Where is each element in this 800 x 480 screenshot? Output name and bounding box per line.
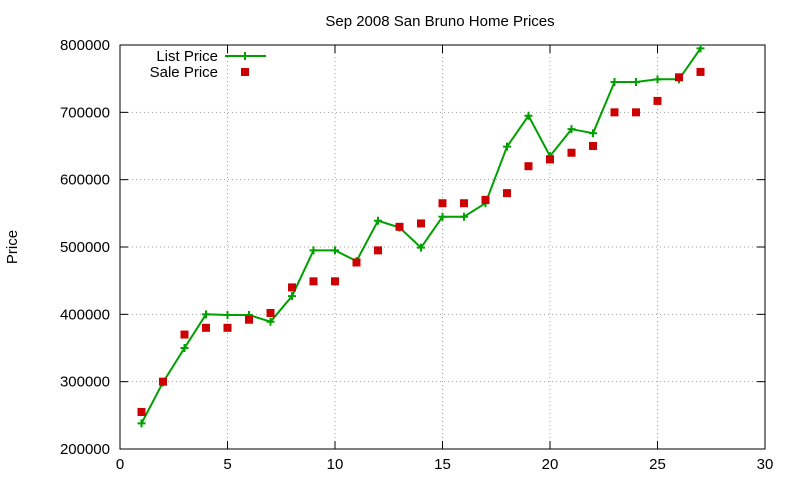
list-price-point <box>223 311 232 320</box>
sale-price-point <box>481 195 490 204</box>
sale-price-point <box>589 142 597 150</box>
sale-price-point <box>159 377 167 386</box>
x-tick-label: 10 <box>327 456 344 473</box>
list-price-point <box>374 216 382 225</box>
sale-price-point <box>460 199 468 208</box>
sale-price-point <box>675 73 683 82</box>
sale-price-point <box>524 162 533 171</box>
list-price-point <box>524 111 533 120</box>
y-tick-label: 700000 <box>60 104 110 121</box>
sale-price-point <box>374 246 382 255</box>
sale-price-point <box>610 108 619 117</box>
list-price-point <box>180 344 189 352</box>
legend: List Price Sale Price <box>150 48 266 81</box>
legend-marker-list-price <box>241 52 249 60</box>
sale-price-point <box>180 330 189 339</box>
sale-price-point <box>288 283 296 292</box>
sale-price-point <box>632 108 640 117</box>
y-tick-label: 300000 <box>60 374 110 391</box>
x-tick-label: 0 <box>116 456 124 473</box>
sale-price-point <box>653 96 662 105</box>
sale-price-point <box>352 258 361 267</box>
y-axis-label: Price <box>4 230 21 264</box>
list-price-point <box>460 212 468 221</box>
legend-label-list-price: List Price <box>156 48 218 65</box>
list-price-point <box>202 310 210 319</box>
legend-marker-sale-price <box>241 68 249 76</box>
data-series <box>137 44 705 428</box>
axis-ticks: 200000 300000 400000 500000 600000 700000 8000… <box>60 37 773 473</box>
list-price-point <box>309 246 318 255</box>
y-tick-label: 400000 <box>60 306 110 323</box>
y-tick-label: 600000 <box>60 172 110 189</box>
sale-price-point <box>266 308 275 317</box>
y-tick-label: 500000 <box>60 239 110 256</box>
x-tick-label: 25 <box>649 456 666 473</box>
list-price-point <box>266 317 275 326</box>
sale-price-point <box>137 407 146 416</box>
chart-title: Sep 2008 San Bruno Home Prices <box>325 13 554 30</box>
list-price-point <box>438 212 447 221</box>
x-tick-label: 20 <box>542 456 559 473</box>
y-tick-label: 200000 <box>60 441 110 458</box>
sale-price-point <box>395 222 404 231</box>
sale-price-point <box>309 277 318 286</box>
sale-price-point <box>503 189 511 198</box>
sale-price-point <box>245 315 253 324</box>
legend-label-sale-price: Sale Price <box>150 64 218 81</box>
x-tick-label: 15 <box>434 456 451 473</box>
x-tick-label: 5 <box>223 456 231 473</box>
list-price-point <box>589 129 597 138</box>
sale-price-point <box>223 323 232 332</box>
list-price-point <box>288 292 296 301</box>
list-price-point <box>610 78 619 87</box>
list-price-point <box>137 419 146 428</box>
list-price-point <box>567 125 576 134</box>
list-price-point <box>653 75 662 84</box>
list-price-point <box>696 44 705 53</box>
sale-price-point <box>438 199 447 208</box>
sale-price-point <box>696 67 705 76</box>
sale-price-point <box>331 277 339 286</box>
list-price-point <box>331 246 339 255</box>
sale-price-point <box>546 155 554 164</box>
list-price-line <box>140 47 702 424</box>
sale-price-point <box>417 219 425 228</box>
list-price-point <box>632 78 640 87</box>
y-tick-label: 800000 <box>60 37 110 54</box>
grid-lines <box>120 45 765 449</box>
list-price-point <box>503 142 511 151</box>
sale-price-point <box>567 148 576 157</box>
sale-price-point <box>202 323 210 332</box>
x-tick-label: 30 <box>757 456 774 473</box>
list-price-point <box>417 243 425 252</box>
